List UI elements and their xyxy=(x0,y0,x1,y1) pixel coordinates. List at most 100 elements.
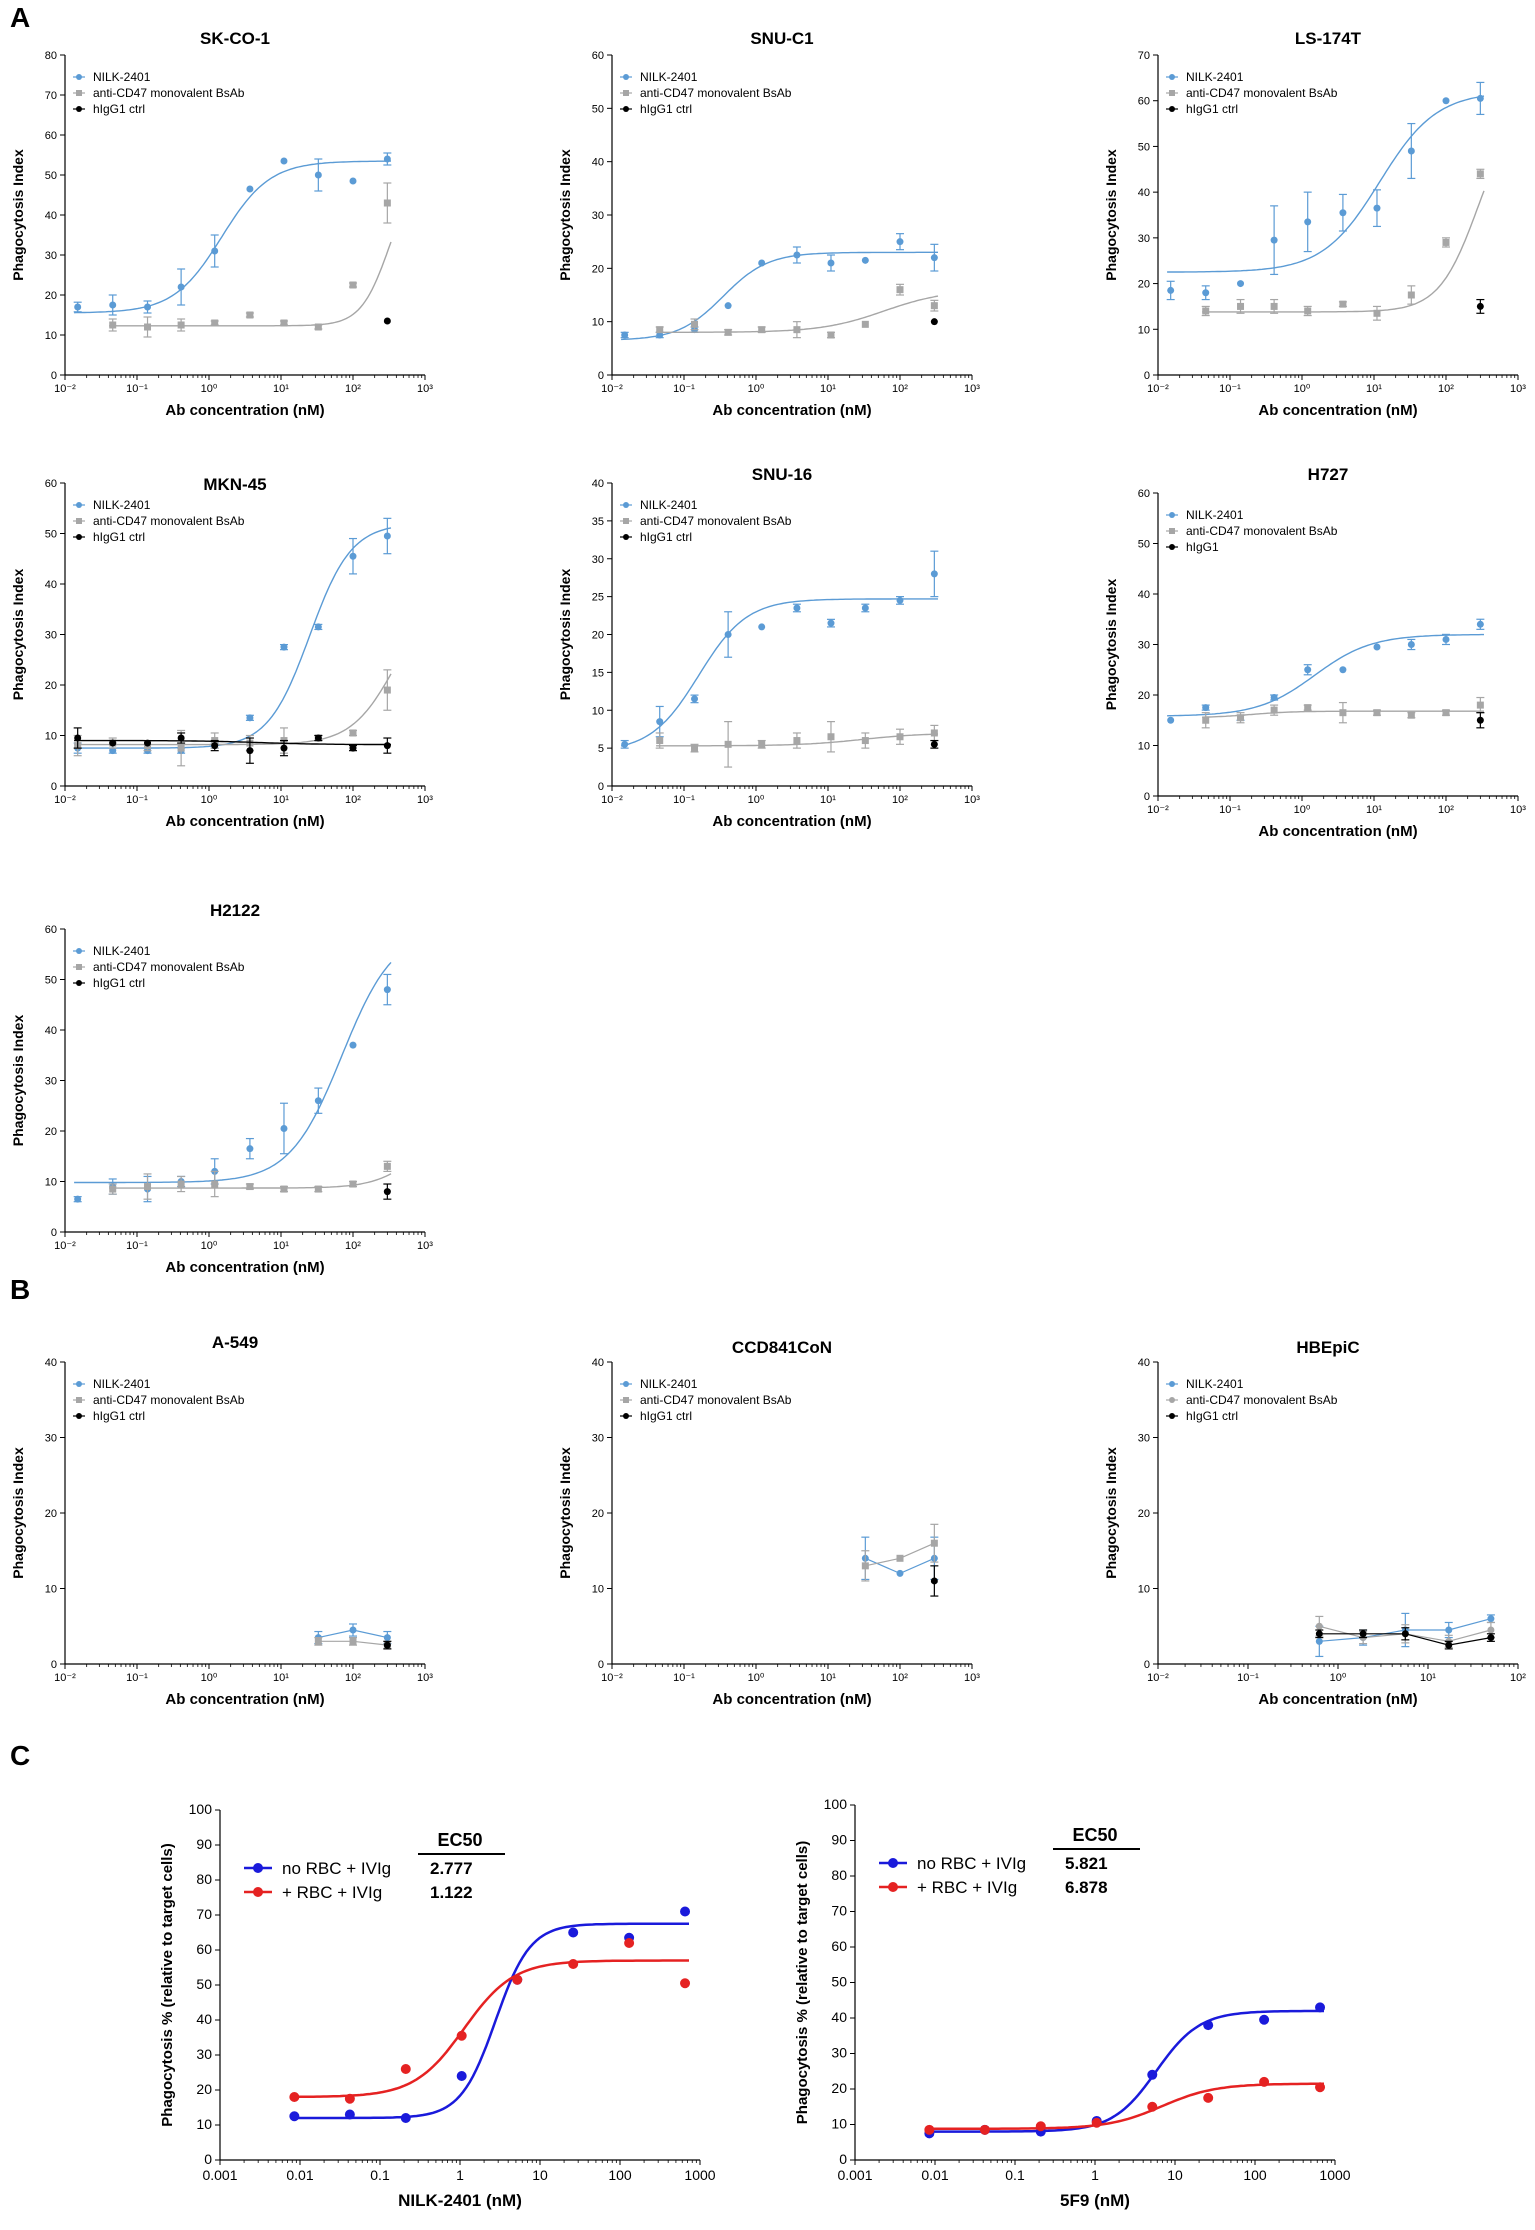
y-tick-label: 30 xyxy=(831,2045,847,2061)
x-tick-label: 10⁻² xyxy=(54,794,76,806)
x-tick-label: 10⁻¹ xyxy=(673,383,695,395)
legend-label: hIgG1 ctrl xyxy=(93,976,145,990)
ec50-value: 6.878 xyxy=(1065,1878,1108,1897)
legend-label: NILK-2401 xyxy=(93,498,151,512)
legend-label: + RBC + IVIg xyxy=(282,1883,382,1902)
data-point xyxy=(896,596,904,604)
data-point xyxy=(349,1180,357,1188)
legend-label: anti-CD47 monovalent BsAb xyxy=(93,1393,245,1407)
data-point xyxy=(568,1959,579,1969)
series-2 xyxy=(1476,712,1485,729)
data-point xyxy=(1487,1634,1495,1642)
legend-label: hIgG1 ctrl xyxy=(640,1409,692,1423)
legend: NILK-2401 anti-CD47 monovalent BsAb hIgG1 xyxy=(1166,508,1338,554)
legend: EC50 no RBC + IVIg 2.777 + RBC + IVIg 1.122 xyxy=(244,1830,505,1902)
x-tick-label: 10² xyxy=(892,794,908,806)
y-tick-label: 40 xyxy=(45,579,57,591)
legend: NILK-2401 anti-CD47 monovalent BsAb hIgG1 … xyxy=(73,498,245,544)
data-point xyxy=(1373,709,1381,717)
y-tick-label: 15 xyxy=(592,667,604,679)
fit-curve xyxy=(620,598,938,747)
x-tick-label: 10² xyxy=(892,1672,908,1684)
legend: NILK-2401 anti-CD47 monovalent BsAb hIgG1 … xyxy=(73,70,245,116)
data-point xyxy=(1339,709,1347,717)
chart-title: LS-174T xyxy=(1295,29,1362,48)
x-tick-label: 10¹ xyxy=(820,794,836,806)
data-point xyxy=(1315,2082,1326,2093)
data-point xyxy=(680,1978,691,1989)
y-tick-label: 40 xyxy=(831,2009,847,2025)
chart-title: SK-CO-1 xyxy=(200,29,270,48)
x-tick-label: 10⁻² xyxy=(1147,383,1169,395)
data-point xyxy=(930,302,938,310)
x-tick-label: 1000 xyxy=(684,2167,715,2183)
data-point xyxy=(280,319,288,327)
panel-letter-b: B xyxy=(10,1274,31,1305)
data-point xyxy=(793,737,801,745)
data-point xyxy=(456,2030,467,2041)
x-tick-label: 10¹ xyxy=(1366,383,1382,395)
x-tick-label: 10⁻² xyxy=(1147,804,1169,816)
data-point xyxy=(1442,238,1450,246)
data-point xyxy=(109,301,117,309)
legend-label: hIgG1 ctrl xyxy=(93,102,145,116)
data-point xyxy=(383,686,391,694)
legend-marker xyxy=(623,1381,629,1387)
y-tick-label: 0 xyxy=(598,781,604,793)
data-point xyxy=(314,171,322,179)
x-tick-label: 10⁻² xyxy=(1147,1672,1169,1684)
data-point xyxy=(1203,2020,1214,2031)
legend: NILK-2401 anti-CD47 monovalent BsAb hIgG1 … xyxy=(620,70,792,116)
x-tick-label: 0.001 xyxy=(837,2167,872,2183)
y-tick-label: 40 xyxy=(45,1025,57,1037)
ec50-value: 1.122 xyxy=(430,1883,473,1902)
data-point xyxy=(314,734,322,742)
data-point xyxy=(383,1188,391,1196)
data-point xyxy=(246,747,254,755)
y-tick-label: 10 xyxy=(592,705,604,717)
data-point xyxy=(349,1626,357,1634)
legend-marker xyxy=(1169,1381,1175,1387)
y-tick-label: 60 xyxy=(45,924,57,936)
data-point xyxy=(621,331,629,339)
data-point xyxy=(1442,97,1450,105)
data-point xyxy=(144,303,152,311)
y-tick-label: 50 xyxy=(196,1976,212,1992)
data-point xyxy=(1407,291,1415,299)
legend-label: hIgG1 ctrl xyxy=(1186,102,1238,116)
data-point xyxy=(349,1637,357,1645)
legend-marker xyxy=(253,1863,263,1873)
y-axis-label: Phagocytosis Index xyxy=(557,569,573,701)
data-point xyxy=(827,619,835,627)
data-point xyxy=(1487,1615,1495,1623)
data-point xyxy=(691,744,699,752)
data-point xyxy=(1315,2002,1326,2013)
data-point xyxy=(383,317,391,325)
legend-label: NILK-2401 xyxy=(640,1377,698,1391)
data-point xyxy=(896,1569,904,1577)
data-point xyxy=(349,177,357,185)
y-tick-label: 0 xyxy=(51,1659,57,1671)
data-point xyxy=(1445,1641,1453,1649)
y-tick-label: 20 xyxy=(45,290,57,302)
data-point xyxy=(314,323,322,331)
data-point xyxy=(144,323,152,331)
data-point xyxy=(1035,2121,1046,2132)
x-tick-label: 10¹ xyxy=(1420,1672,1436,1684)
legend-label: anti-CD47 monovalent BsAb xyxy=(93,960,245,974)
data-point xyxy=(861,604,869,612)
x-tick-label: 10² xyxy=(1438,383,1454,395)
series-0 xyxy=(924,2002,1326,2139)
x-tick-label: 10⁻¹ xyxy=(1237,1672,1259,1684)
data-point xyxy=(1202,716,1210,724)
x-tick-label: 10¹ xyxy=(820,1672,836,1684)
data-point xyxy=(246,714,254,722)
y-tick-label: 90 xyxy=(831,1832,847,1848)
legend-label: NILK-2401 xyxy=(93,1377,151,1391)
data-point xyxy=(1259,2014,1270,2025)
x-axis-label: Ab concentration (nM) xyxy=(1258,823,1417,840)
series-0 xyxy=(620,233,939,341)
y-axis-label: Phagocytosis Index xyxy=(1103,149,1119,281)
y-tick-label: 60 xyxy=(831,1938,847,1954)
data-point xyxy=(1339,300,1347,308)
